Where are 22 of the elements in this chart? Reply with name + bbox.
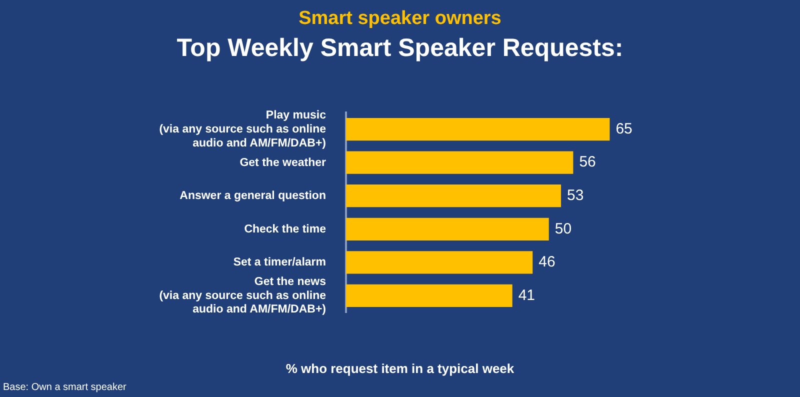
bar xyxy=(346,251,533,274)
x-axis-title: % who request item in a typical week xyxy=(284,361,516,376)
bar xyxy=(346,218,549,240)
y-tick-label: Get the weather xyxy=(240,156,327,169)
chart-subtitle: Smart speaker owners xyxy=(298,8,502,30)
data-label: 50 xyxy=(554,220,572,238)
data-label: 56 xyxy=(579,154,596,171)
chart-title: Top Weekly Smart Speaker Requests: xyxy=(176,34,624,63)
bar xyxy=(346,284,512,307)
bar xyxy=(346,184,562,208)
y-tick-label: Answer a general question xyxy=(180,190,326,202)
bar xyxy=(346,118,610,141)
y-tick-label: Get the news (via any source such as online audio and AM/FM/DAB+) xyxy=(159,276,326,316)
data-label: 65 xyxy=(616,120,632,138)
y-tick-label: Check the time xyxy=(244,223,326,236)
data-label: 53 xyxy=(567,187,584,204)
data-label: 41 xyxy=(518,286,536,304)
text: Base: Own a smart speaker xyxy=(3,382,126,393)
y-tick-label: Set a timer/alarm xyxy=(233,256,326,269)
bar xyxy=(346,151,574,174)
y-tick-label: Play music (via any source such as online audio and AM/FM/DAB+) xyxy=(159,110,327,150)
data-label: 46 xyxy=(538,254,556,271)
